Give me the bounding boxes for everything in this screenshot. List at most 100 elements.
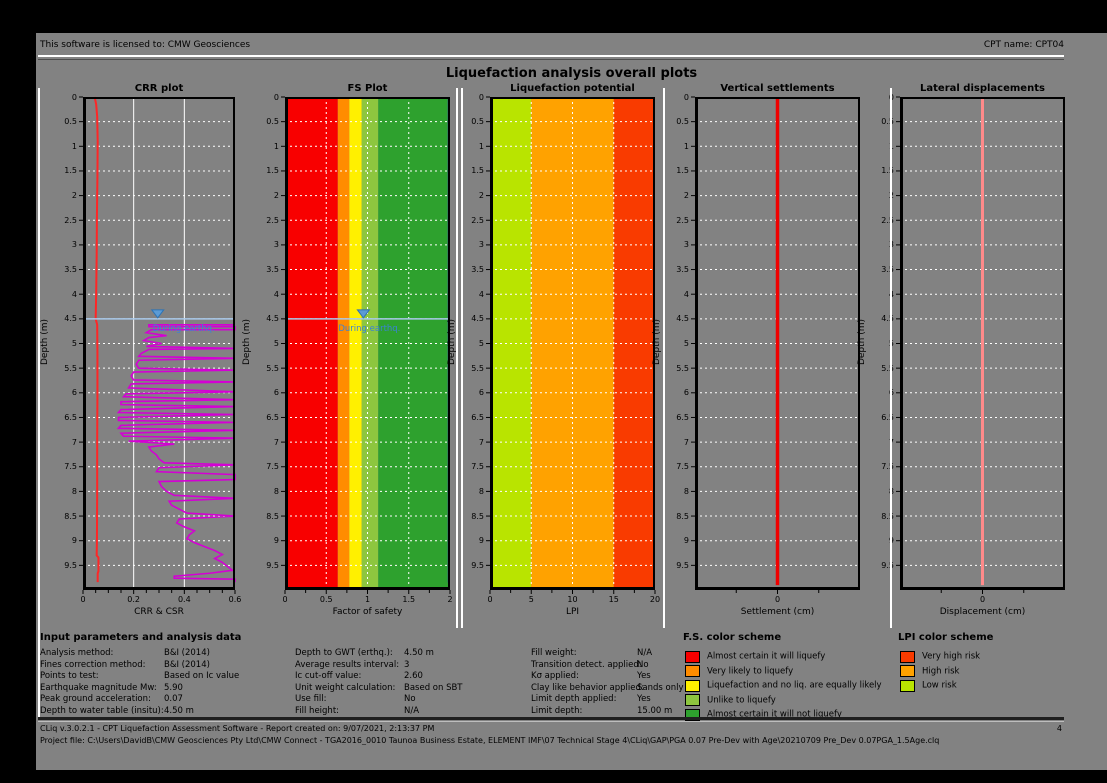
param-label: Ic cut-off value:	[295, 671, 362, 682]
y-tick-label: 9	[478, 536, 484, 546]
y-tick-label: 8	[71, 486, 77, 496]
y-tick-label: 2	[71, 191, 77, 201]
y-tick-label: 3.5	[881, 265, 894, 275]
param-label: Kσ applied:	[531, 671, 579, 682]
y-tick-label: 6.5	[266, 412, 279, 422]
x-tick-label: 0.2	[127, 595, 141, 604]
param-row: Fill height: N/A	[295, 706, 419, 716]
param-value: 0.07	[164, 694, 183, 705]
legend-item: Very high risk	[900, 646, 980, 665]
legend-item: Unlike to liquefy	[685, 690, 776, 709]
param-row: Clay like behavior applied:Sands only	[531, 683, 684, 693]
y-tick-label: 7.5	[676, 462, 689, 472]
y-tick-label: 6.5	[881, 412, 894, 422]
param-label: Transition detect. applied:	[531, 659, 642, 670]
param-value: 2.60	[404, 671, 423, 682]
plots-section: CRR plot Depth (m) 0 0.5 1 1.5 2 2.5 3 3.5 4 4.5 5 5.…	[36, 33, 1107, 770]
y-tick-label: 9	[683, 536, 689, 546]
y-tick-label: 8.5	[471, 511, 484, 521]
x-tick-label: 10	[567, 595, 578, 604]
y-tick-label: 3.5	[471, 265, 484, 275]
y-tick-label: 3	[71, 240, 77, 250]
y-tick-label: 8	[683, 486, 689, 496]
y-tick-label: 4.5	[64, 314, 77, 324]
y-tick-label: 1	[478, 141, 484, 151]
plot-canvas-4	[691, 96, 860, 594]
legend-swatch	[900, 665, 915, 677]
y-tick-label: 9.5	[881, 560, 894, 570]
y-tick-label: 0	[478, 92, 484, 102]
y-tick-label: 0	[273, 92, 279, 102]
param-label: Limit depth:	[531, 706, 583, 716]
y-tick-label: 6	[71, 388, 77, 398]
y-tick-label: 0	[71, 92, 77, 102]
param-value: Yes	[637, 671, 651, 682]
plot-title: Vertical settlements	[720, 83, 835, 94]
y-tick-label: 5.5	[64, 363, 77, 373]
y-tick-label: 7.5	[471, 462, 484, 472]
y-tick-label: 4.5	[881, 314, 894, 324]
y-tick-label: 3.5	[676, 265, 689, 275]
legend-label: Very likely to liquefy	[707, 666, 794, 676]
legend-item: High risk	[900, 661, 959, 680]
x-axis-label: Factor of safety	[332, 607, 403, 617]
x-tick-label: 20	[649, 595, 661, 604]
param-label: Peak ground acceleration:	[40, 694, 151, 705]
y-tick-label: 8.5	[64, 511, 77, 521]
y-tick-label: 7.5	[64, 462, 77, 472]
legend-item: Liquefaction and no liq. are equally lik…	[685, 675, 882, 694]
param-row: Fill weight: N/A	[531, 648, 652, 658]
gwt-label: During earthq.	[153, 324, 215, 334]
y-tick-label: 5	[478, 339, 484, 348]
param-row: Limit depth applied: Yes	[531, 694, 651, 704]
y-tick-label: 5	[273, 339, 279, 348]
footer-rule	[38, 717, 1064, 722]
y-tick-label: 0.5	[881, 117, 894, 127]
param-row: Average results interval: 3	[295, 660, 409, 670]
param-value: 3	[404, 659, 410, 670]
param-row: Depth to GWT (erthq.): 4.50 m	[295, 648, 434, 658]
y-tick-label: 7	[683, 437, 689, 447]
y-tick-label: 7.5	[266, 462, 279, 472]
y-tick-label: 0	[683, 92, 689, 102]
y-tick-label: 8.5	[881, 511, 894, 521]
x-tick-label: 0.5	[319, 595, 333, 604]
param-label: Analysis method:	[40, 648, 114, 658]
y-tick-label: 6	[683, 388, 689, 398]
param-value: 4.50 m	[164, 706, 194, 716]
y-tick-label: 2.5	[266, 215, 279, 225]
param-value: B&I (2014)	[164, 659, 210, 670]
plot-title: FS Plot	[347, 83, 388, 94]
y-tick-label: 1	[273, 141, 279, 151]
param-value: 4.50 m	[404, 648, 434, 658]
param-value: No	[404, 694, 416, 705]
license-text: This software is licensed to: CMW Geosci…	[40, 40, 251, 50]
x-tick-label: 15	[608, 595, 619, 604]
x-tick-label: 0.4	[177, 595, 191, 604]
y-tick-label: 0.5	[64, 117, 77, 127]
y-tick-label: 2.5	[471, 215, 484, 225]
y-tick-label: 5.5	[881, 363, 894, 373]
param-value: N/A	[404, 706, 420, 716]
y-tick-label: 1.5	[881, 166, 894, 176]
y-tick-label: 9.5	[471, 560, 484, 570]
param-row: Analysis method: B&I (2014)	[40, 648, 210, 658]
y-tick-label: 4	[273, 289, 279, 299]
y-tick-label: 5.5	[471, 363, 484, 373]
y-tick-label: 1.5	[471, 166, 484, 176]
param-label: Clay like behavior applied:	[531, 682, 644, 693]
plot-canvas-2: During earthq.	[281, 96, 451, 594]
param-row: Ic cut-off value: 2.60	[295, 671, 423, 681]
param-label: Limit depth applied:	[531, 694, 617, 705]
legend-item: Almost certain it will liquefy	[685, 646, 825, 665]
x-tick-label: 0	[979, 595, 986, 604]
x-axis-label: Displacement (cm)	[939, 607, 1026, 617]
plot-canvas-3	[486, 96, 656, 594]
y-tick-label: 4.5	[266, 314, 279, 324]
legend-label: Low risk	[922, 680, 957, 691]
y-tick-label: 7.5	[881, 462, 894, 472]
param-value: Based on Ic value	[164, 671, 240, 682]
page-title: Liquefaction analysis overall plots	[445, 66, 698, 81]
y-tick-label: 6	[273, 388, 279, 398]
legend-item: Very likely to liquefy	[685, 661, 793, 680]
